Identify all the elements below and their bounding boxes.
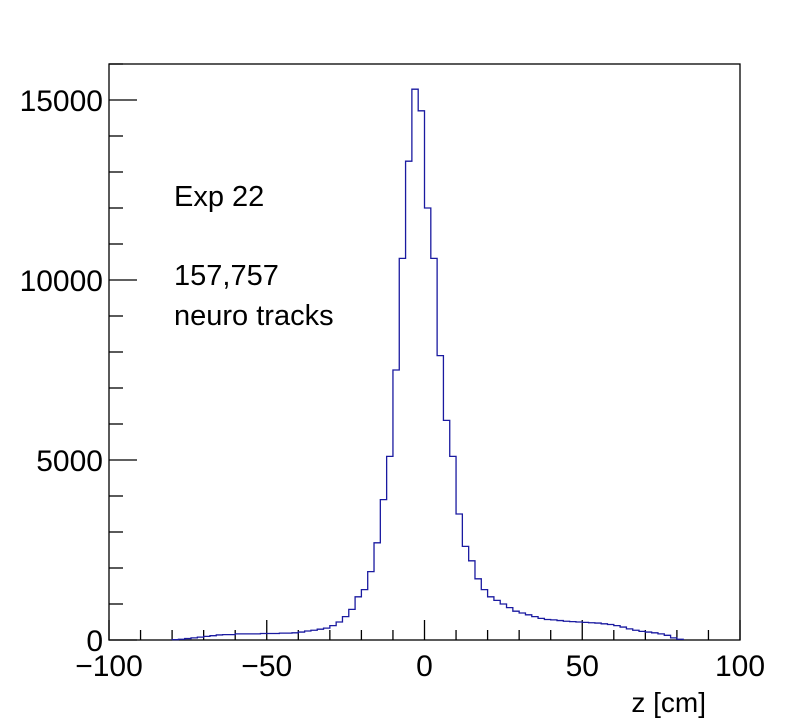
y-axis-ticks (109, 63, 137, 641)
x-axis-tick-labels: −100 −50 0 50 100 (75, 650, 765, 683)
y-tick-label: 0 (86, 625, 103, 658)
annotation-track-type: neuro tracks (174, 300, 334, 332)
histogram-series-line (171, 88, 684, 641)
annotation-experiment: Exp 22 (174, 181, 264, 213)
x-tick-label: −50 (241, 650, 292, 683)
y-tick-label: 15000 (20, 85, 103, 118)
x-tick-label: −100 (75, 650, 143, 683)
y-tick-label: 5000 (36, 445, 103, 478)
x-tick-label: 0 (416, 650, 433, 683)
y-axis-tick-labels: 0 5000 10000 15000 (20, 85, 103, 658)
annotation-track-count: 157,757 (174, 260, 279, 292)
x-tick-label: 50 (566, 650, 599, 683)
x-tick-label: 100 (715, 650, 765, 683)
y-tick-label: 10000 (20, 265, 103, 298)
x-axis-title: z [cm] (631, 687, 706, 718)
